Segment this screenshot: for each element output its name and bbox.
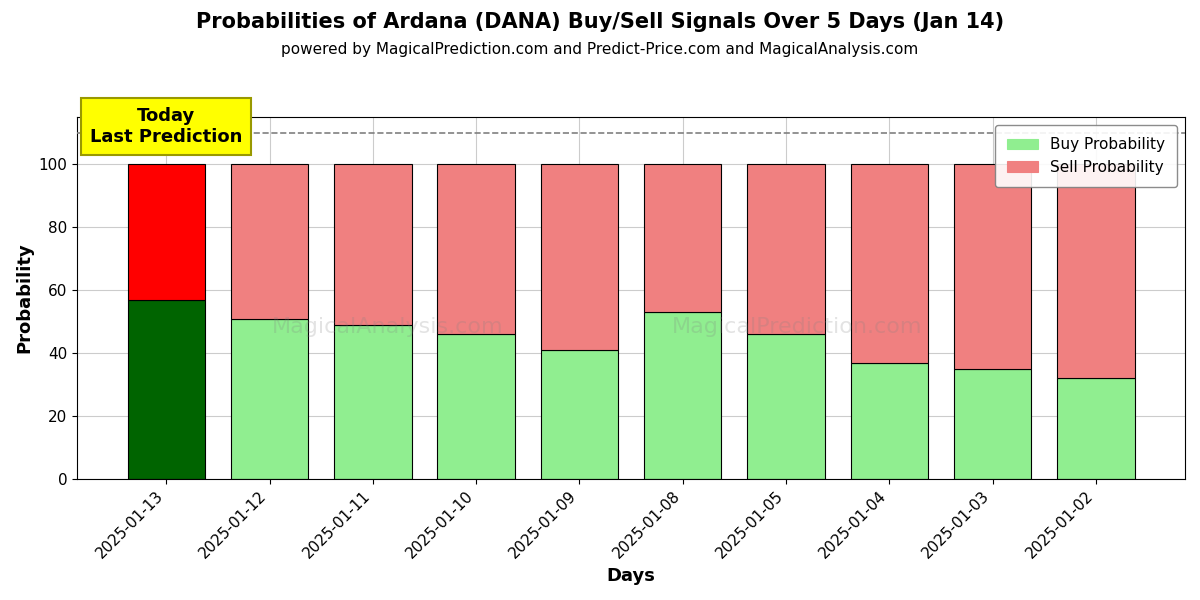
Bar xyxy=(1057,378,1135,479)
Bar xyxy=(954,369,1031,479)
Bar xyxy=(954,164,1031,369)
Bar xyxy=(127,299,205,479)
Text: Probabilities of Ardana (DANA) Buy/Sell Signals Over 5 Days (Jan 14): Probabilities of Ardana (DANA) Buy/Sell … xyxy=(196,12,1004,32)
Text: MagicalAnalysis.com: MagicalAnalysis.com xyxy=(271,317,503,337)
Bar xyxy=(127,164,205,299)
Bar xyxy=(748,334,824,479)
X-axis label: Days: Days xyxy=(607,567,655,585)
Bar xyxy=(437,334,515,479)
Bar xyxy=(334,164,412,325)
Bar xyxy=(334,325,412,479)
Bar xyxy=(851,362,928,479)
Bar xyxy=(748,164,824,334)
Bar xyxy=(1057,164,1135,378)
Bar xyxy=(541,164,618,350)
Bar xyxy=(541,350,618,479)
Text: Today
Last Prediction: Today Last Prediction xyxy=(90,107,242,146)
Y-axis label: Probability: Probability xyxy=(14,242,32,353)
Bar xyxy=(644,164,721,312)
Bar xyxy=(230,164,308,319)
Bar xyxy=(851,164,928,362)
Text: powered by MagicalPrediction.com and Predict-Price.com and MagicalAnalysis.com: powered by MagicalPrediction.com and Pre… xyxy=(281,42,919,57)
Bar xyxy=(230,319,308,479)
Text: MagicalPrediction.com: MagicalPrediction.com xyxy=(672,317,923,337)
Bar xyxy=(437,164,515,334)
Bar xyxy=(644,312,721,479)
Legend: Buy Probability, Sell Probability: Buy Probability, Sell Probability xyxy=(995,125,1177,187)
